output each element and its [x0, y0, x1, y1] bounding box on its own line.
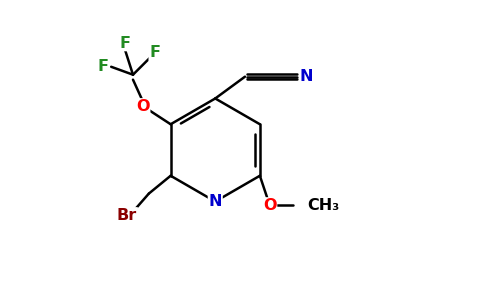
Text: Br: Br	[117, 208, 137, 223]
Text: CH₃: CH₃	[307, 198, 340, 213]
Text: O: O	[263, 198, 276, 213]
Text: N: N	[300, 69, 313, 84]
Text: N: N	[209, 194, 222, 209]
Text: F: F	[149, 45, 160, 60]
Text: O: O	[136, 99, 150, 114]
Text: F: F	[98, 59, 109, 74]
Text: F: F	[120, 35, 131, 50]
